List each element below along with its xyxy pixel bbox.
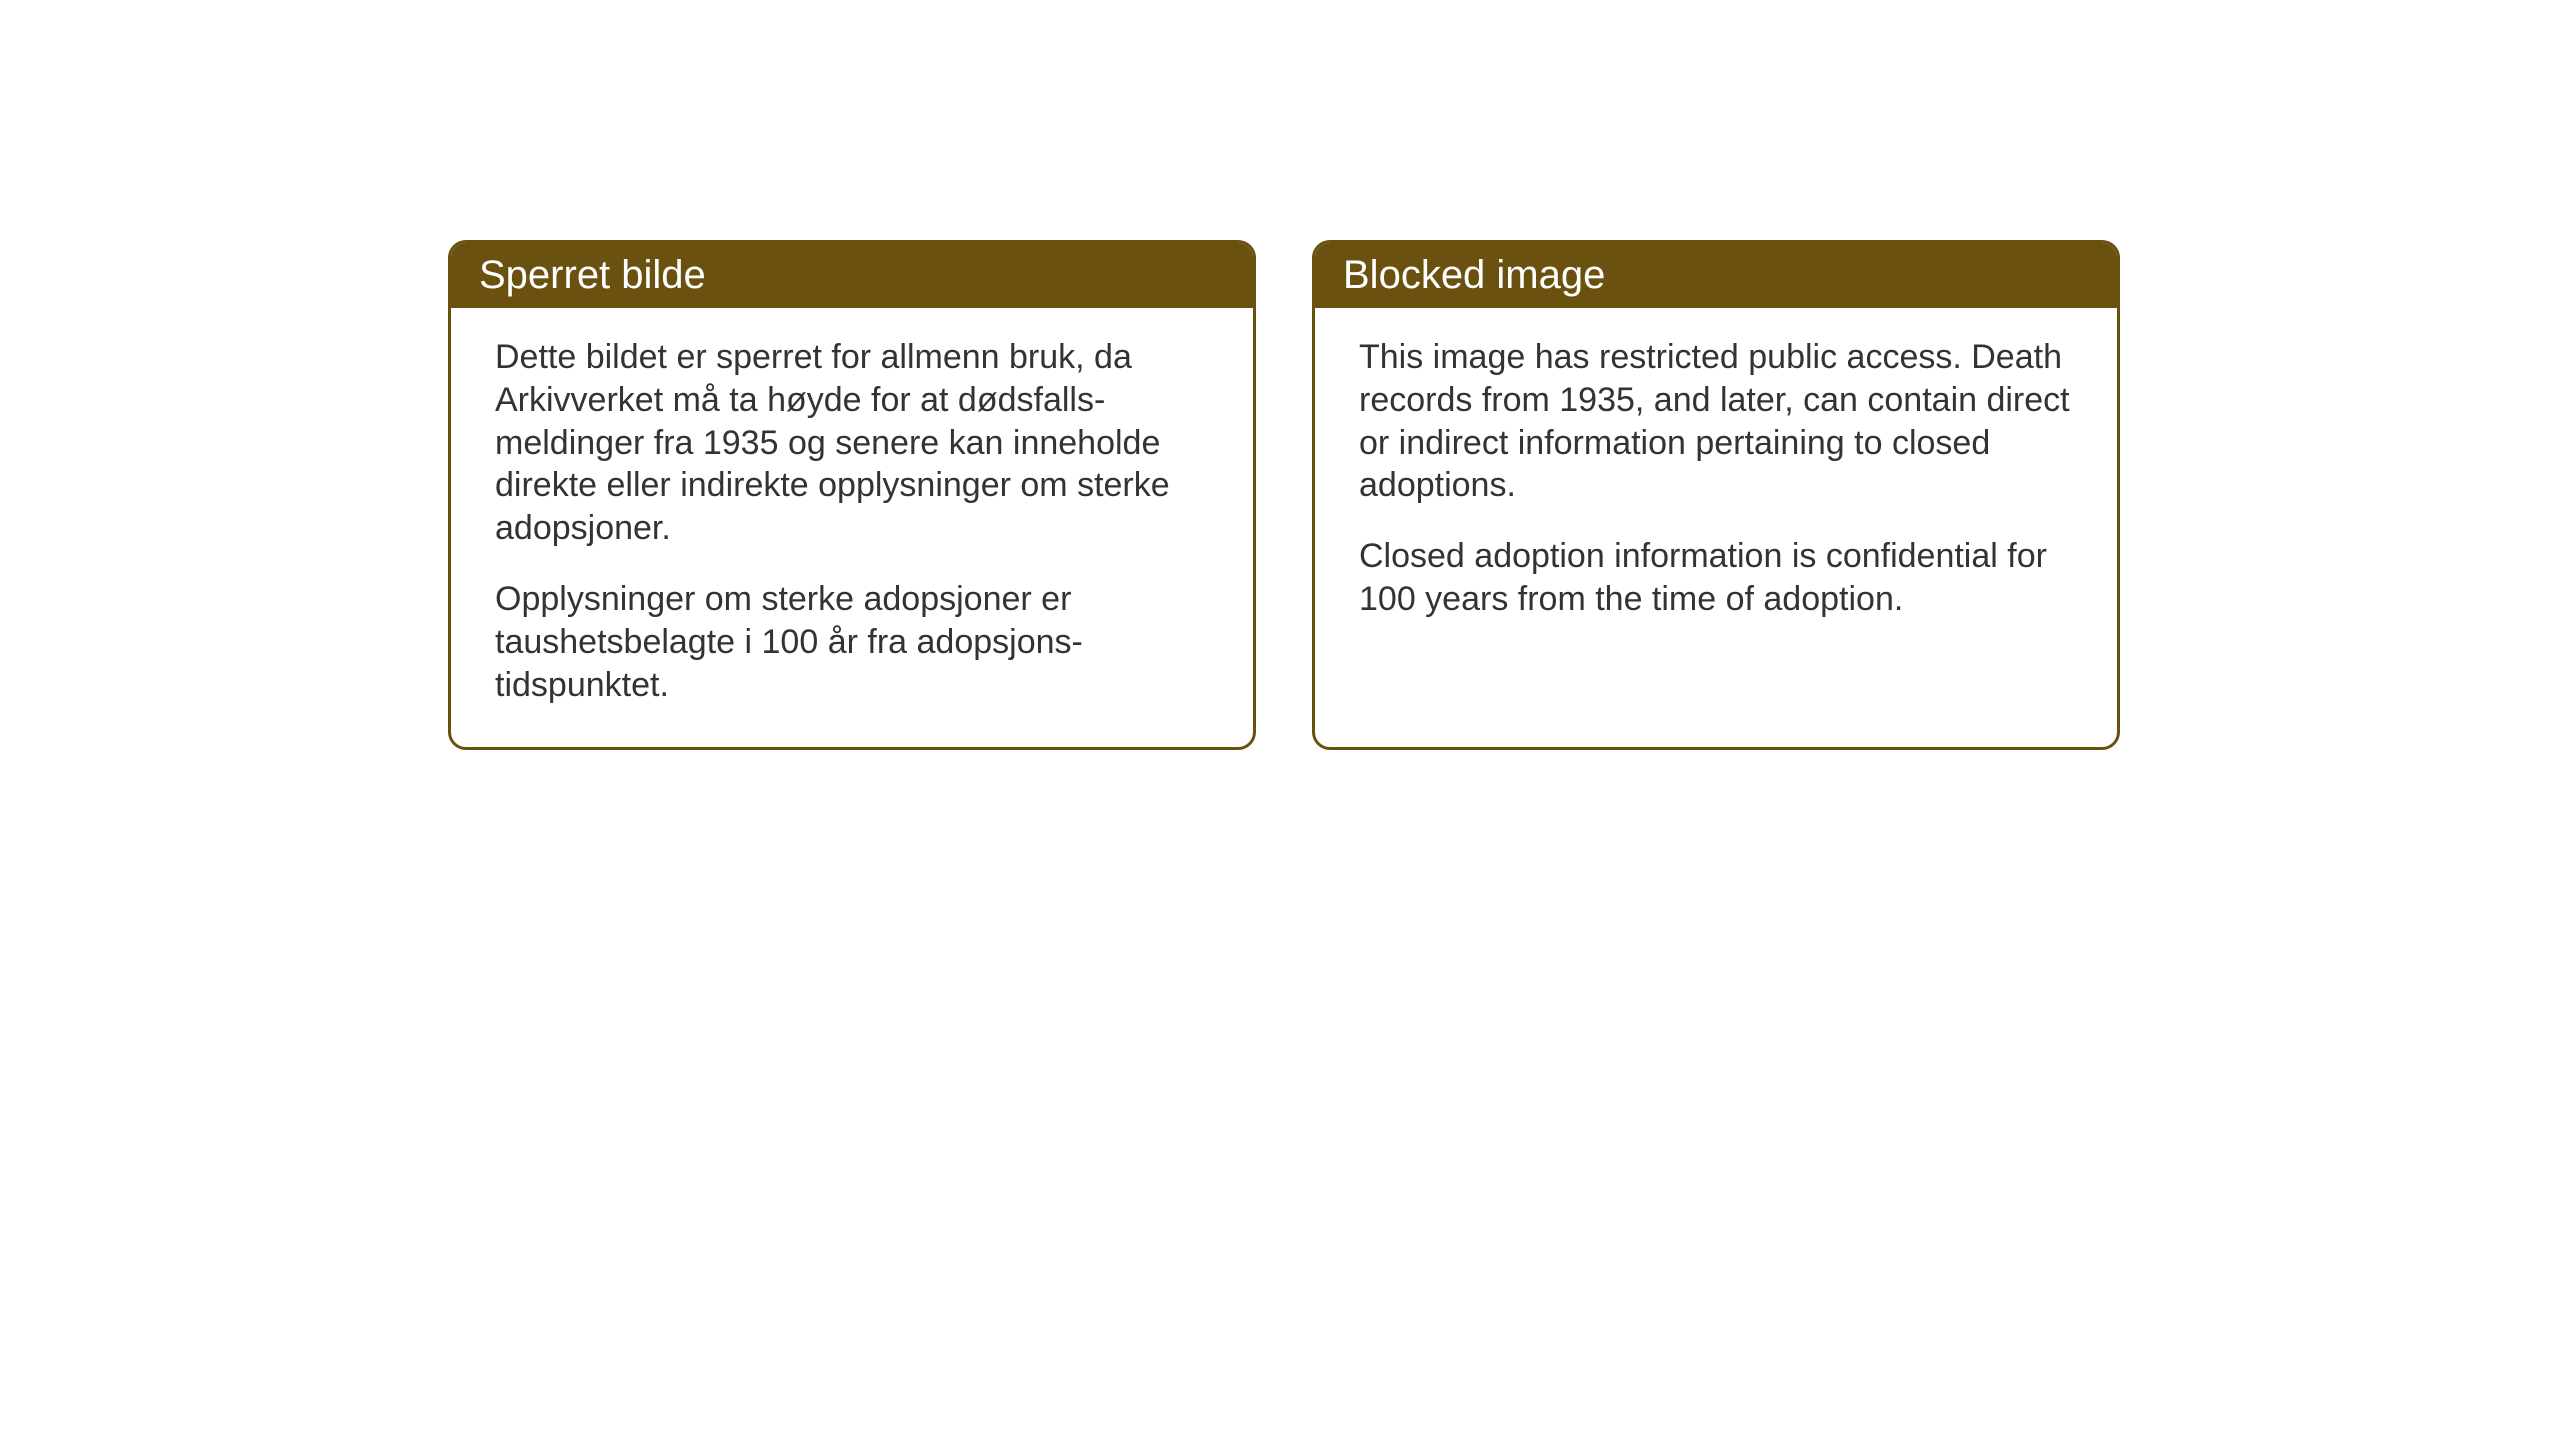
notice-paragraph-1-norwegian: Dette bildet er sperret for allmenn bruk… [495,336,1209,550]
notice-box-norwegian: Sperret bilde Dette bildet er sperret fo… [448,240,1256,750]
notice-box-english: Blocked image This image has restricted … [1312,240,2120,750]
notice-header-english: Blocked image [1315,243,2117,308]
notice-body-norwegian: Dette bildet er sperret for allmenn bruk… [451,308,1253,747]
notice-header-norwegian: Sperret bilde [451,243,1253,308]
notice-paragraph-2-english: Closed adoption information is confident… [1359,535,2073,621]
notice-paragraph-1-english: This image has restricted public access.… [1359,336,2073,507]
notice-container: Sperret bilde Dette bildet er sperret fo… [448,240,2120,750]
notice-paragraph-2-norwegian: Opplysninger om sterke adopsjoner er tau… [495,578,1209,706]
notice-body-english: This image has restricted public access.… [1315,308,2117,661]
